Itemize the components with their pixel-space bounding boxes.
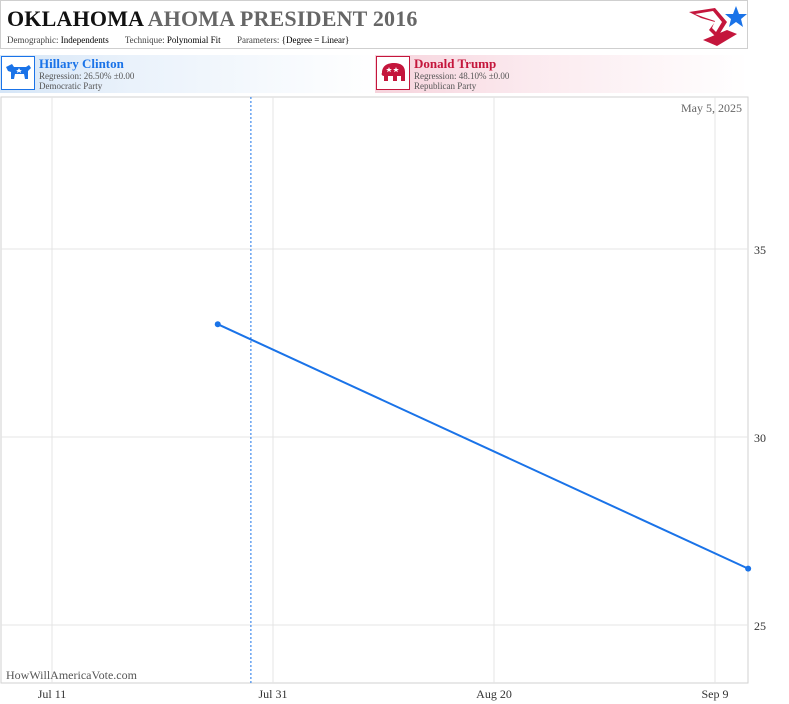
date-stamp: May 5, 2025 [681,101,742,115]
page-title: OKLAHOMA AHOMA PRESIDENT 2016 [7,6,418,32]
watermark: HowWillAmericaVote.com [6,668,138,682]
plot-area [0,96,749,684]
demographic-value: Independents [60,35,109,45]
regression-clinton: Regression: 26.50% ±0.00 [39,71,135,81]
site-logo-icon [689,6,747,46]
y-tick-label: 25 [754,619,766,633]
x-tick-label: Jul 11 [38,687,67,701]
parameters-label: Parameters: [236,35,280,45]
y-tick-label: 30 [754,431,766,445]
party-trump: Republican Party [414,81,477,91]
donkey-icon [1,56,35,90]
demographic-label: Demographic: [7,35,59,45]
candidate-panel-clinton: Hillary Clinton Regression: 26.50% ±0.00… [0,55,380,93]
header: OKLAHOMA AHOMA PRESIDENT 2016 Demographi… [0,0,748,49]
title-state: OKLAHOMA [7,6,144,31]
candidate-name-clinton: Hillary Clinton [39,56,124,71]
parameter-line: Demographic: Independents Technique: Pol… [7,35,363,45]
parameters-value: {Degree = Linear} [281,35,350,45]
x-tick-label: Sep 9 [702,687,729,701]
data-point [745,565,752,572]
x-tick-label: Aug 20 [476,687,512,701]
x-tick-label: Jul 31 [258,687,287,701]
party-clinton: Democratic Party [39,81,103,91]
data-point [214,321,221,328]
technique-value: Polynomial Fit [166,35,221,45]
series-line [217,323,749,570]
regression-trump: Regression: 48.10% ±0.00 [414,71,510,81]
elephant-icon [376,56,410,90]
candidate-name-trump: Donald Trump [414,56,497,71]
candidate-panel-trump: Donald Trump Regression: 48.10% ±0.00 Re… [375,55,748,93]
technique-label: Technique: [124,35,165,45]
y-tick-label: 35 [754,243,766,257]
title-rest: AHOMA PRESIDENT 2016 [147,6,418,31]
